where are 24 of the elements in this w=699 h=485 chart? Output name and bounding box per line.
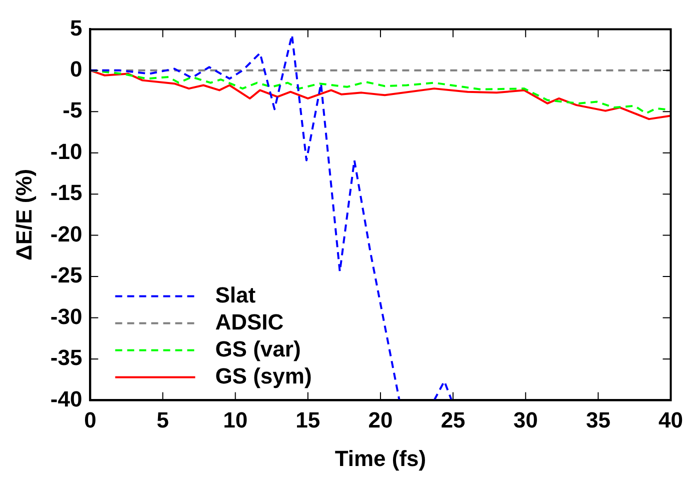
- x-tick-label: 40: [658, 407, 684, 432]
- legend-label: GS (sym): [215, 363, 312, 388]
- x-tick-label: 35: [586, 407, 610, 432]
- x-axis-title: Time (fs): [334, 446, 426, 471]
- y-axis-title: ΔE/E (%): [11, 168, 36, 261]
- y-tick-label: 0: [70, 56, 82, 82]
- x-tick-label: 30: [513, 407, 538, 432]
- legend-label: Slat: [215, 282, 256, 308]
- x-tick-label: 10: [223, 407, 248, 432]
- y-tick-label: -35: [50, 345, 82, 370]
- y-tick-label: -5: [62, 98, 82, 123]
- x-tick-label: 25: [440, 407, 466, 432]
- y-tick-label: -40: [50, 386, 82, 412]
- legend-label: ADSIC: [215, 309, 284, 334]
- y-tick-label: -25: [50, 262, 82, 288]
- x-tick-label: 15: [296, 407, 320, 432]
- y-tick-label: -15: [50, 180, 82, 206]
- y-tick-label: -20: [50, 221, 82, 246]
- y-tick-label: -10: [50, 138, 82, 164]
- x-tick-label: 5: [156, 407, 169, 432]
- y-tick-label: 5: [70, 15, 82, 40]
- legend-label: GS (var): [215, 336, 301, 362]
- x-tick-label: 20: [368, 407, 393, 432]
- y-tick-label: -30: [50, 304, 82, 329]
